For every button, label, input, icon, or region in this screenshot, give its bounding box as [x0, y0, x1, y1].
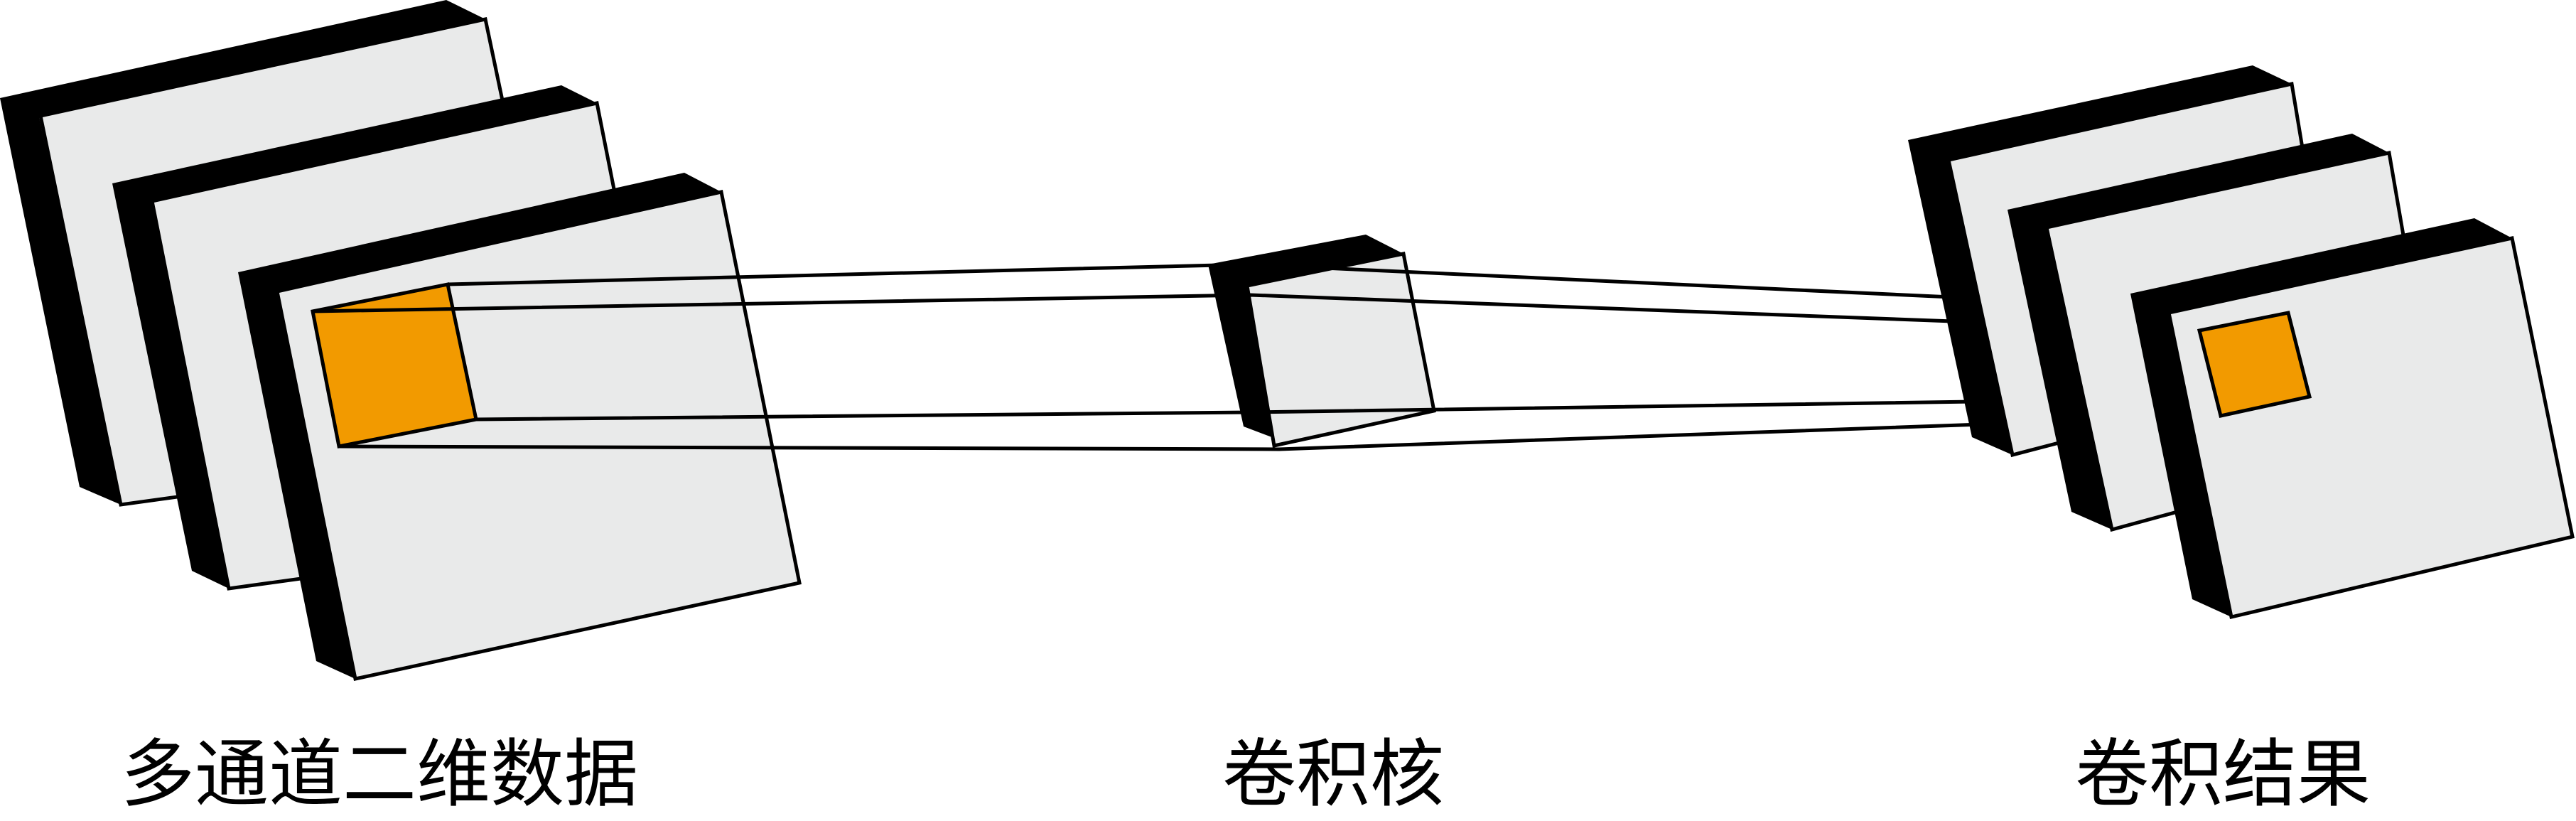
output-label: 卷积结果	[2075, 731, 2371, 817]
output-cell	[2197, 311, 2312, 418]
input-label: 多通道二维数据	[121, 731, 638, 817]
output-stack	[1908, 65, 2575, 620]
kernel-label: 卷积核	[1222, 731, 1444, 817]
connector-lines	[312, 262, 2310, 451]
input-stack	[0, 0, 802, 681]
